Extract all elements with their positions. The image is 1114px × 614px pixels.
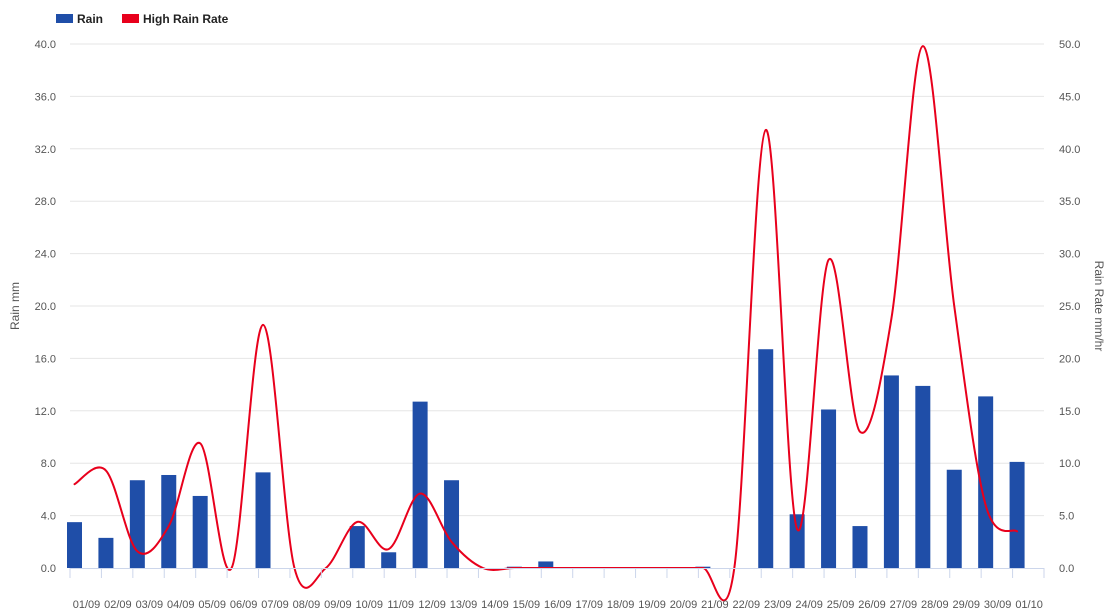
legend-swatch-rain <box>56 14 73 23</box>
x-tick-label: 15/09 <box>513 599 541 611</box>
legend-label-high-rain-rate: High Rain Rate <box>143 12 229 26</box>
x-tick-label: 09/09 <box>324 599 352 611</box>
x-tick-label: 12/09 <box>418 599 446 611</box>
y-tick-label-left: 8.0 <box>41 458 56 470</box>
legend-swatch-high-rain-rate <box>122 14 139 23</box>
rain-bar <box>444 480 460 568</box>
x-tick-label: 30/09 <box>984 599 1012 611</box>
y-tick-label-right: 40.0 <box>1059 144 1080 156</box>
x-tick-label: 27/09 <box>890 599 918 611</box>
x-tick-label: 28/09 <box>921 599 949 611</box>
x-tick-label: 24/09 <box>795 599 823 611</box>
y-tick-label-right: 5.0 <box>1059 511 1074 523</box>
y-tick-label-left: 20.0 <box>35 301 56 313</box>
rain-bar <box>381 552 397 568</box>
y-tick-label-right: 25.0 <box>1059 301 1080 313</box>
y-tick-label-right: 50.0 <box>1059 39 1080 51</box>
rain-bar <box>883 375 899 568</box>
x-tick-label: 07/09 <box>261 599 289 611</box>
rain-bar <box>538 561 554 568</box>
legend-label-rain: Rain <box>77 12 103 26</box>
rain-bar <box>349 526 365 568</box>
y-tick-label-right: 10.0 <box>1059 458 1080 470</box>
x-tick-label: 21/09 <box>701 599 729 611</box>
rain-bar <box>412 401 428 568</box>
y-tick-label-left: 36.0 <box>35 91 56 103</box>
y-tick-label-right: 0.0 <box>1059 563 1074 575</box>
y-tick-label-right: 20.0 <box>1059 353 1080 365</box>
y-tick-label-left: 16.0 <box>35 353 56 365</box>
x-tick-label: 16/09 <box>544 599 572 611</box>
x-tick-label: 29/09 <box>952 599 980 611</box>
rain-bar <box>192 495 208 568</box>
x-tick-label: 08/09 <box>293 599 321 611</box>
rain-bar <box>915 385 931 568</box>
y-tick-label-left: 28.0 <box>35 196 56 208</box>
rain-bar <box>67 522 82 568</box>
y-tick-label-left: 24.0 <box>35 249 56 261</box>
y-tick-label-left: 12.0 <box>35 406 56 418</box>
axes: 0.0 4.0 8.0 12.0 16.0 20.0 24.0 28.0 32.0 36.0 40.… <box>35 39 1081 611</box>
rain-bar <box>161 474 177 568</box>
x-tick-label: 01/10 <box>1015 599 1043 611</box>
x-tick-label: 26/09 <box>858 599 886 611</box>
x-tick-label: 23/09 <box>764 599 792 611</box>
rain-bar <box>852 526 868 568</box>
x-tick-label: 22/09 <box>733 599 761 611</box>
x-tick-label: 06/09 <box>230 599 258 611</box>
y-tick-label-right: 15.0 <box>1059 406 1080 418</box>
y-tick-label-right: 35.0 <box>1059 196 1080 208</box>
grid-lines <box>70 43 1044 517</box>
y-tick-label-right: 45.0 <box>1059 91 1080 103</box>
rain-bar <box>978 396 994 568</box>
x-tick-label: 14/09 <box>481 599 509 611</box>
y-tick-label-left: 32.0 <box>35 144 56 156</box>
y-tick-label-right: 30.0 <box>1059 249 1080 261</box>
rain-bar <box>255 472 271 568</box>
y-tick-label-left: 40.0 <box>35 39 56 51</box>
y-tick-label-left: 0.0 <box>41 563 56 575</box>
rain-bar <box>758 349 774 568</box>
x-tick-label: 04/09 <box>167 599 195 611</box>
x-tick-label: 20/09 <box>670 599 698 611</box>
x-tick-label: 19/09 <box>638 599 666 611</box>
left-axis-title: Rain mm <box>8 282 22 330</box>
rain-bar <box>821 409 837 568</box>
x-tick-label: 18/09 <box>607 599 635 611</box>
x-tick-label: 13/09 <box>450 599 478 611</box>
legend-item-rain[interactable]: Rain <box>56 12 103 26</box>
x-tick-label: 01/09 <box>73 599 101 611</box>
x-tick-label: 25/09 <box>827 599 855 611</box>
x-tick-label: 03/09 <box>136 599 164 611</box>
x-tick-label: 10/09 <box>356 599 384 611</box>
legend: Rain High Rain Rate <box>56 12 229 26</box>
x-tick-label: 17/09 <box>575 599 603 611</box>
rain-bar <box>946 469 962 568</box>
x-tick-label: 02/09 <box>104 599 132 611</box>
rain-bar <box>98 537 114 568</box>
rain-bar <box>1009 461 1025 568</box>
rain-bars <box>67 349 1025 568</box>
legend-item-high-rain-rate[interactable]: High Rain Rate <box>122 12 229 26</box>
y-tick-label-left: 4.0 <box>41 511 56 523</box>
right-axis-title: Rain Rate mm/hr <box>1092 261 1106 352</box>
rain-rate-line-layer <box>73 45 1019 602</box>
x-tick-label: 11/09 <box>387 599 414 611</box>
high-rain-rate-line <box>73 45 1019 602</box>
x-tick-label: 05/09 <box>198 599 226 611</box>
